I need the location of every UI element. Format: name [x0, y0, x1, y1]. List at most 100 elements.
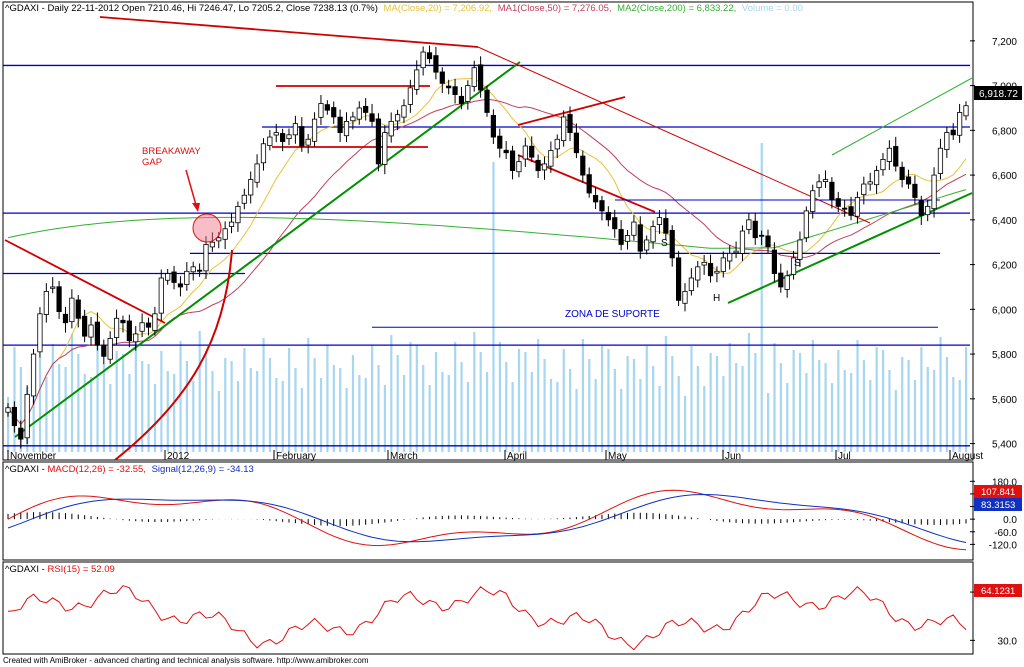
- x-axis-label: May: [608, 451, 627, 462]
- volume-bar: [747, 333, 751, 452]
- candle: [196, 263, 203, 277]
- candle: [267, 129, 273, 151]
- volume-bar: [913, 380, 917, 452]
- candle: [133, 326, 139, 351]
- candle-body: [950, 129, 956, 136]
- candle: [656, 209, 663, 234]
- volume-bar: [709, 353, 712, 452]
- candle: [82, 309, 88, 343]
- head-label: H: [713, 293, 720, 304]
- volume-bar: [818, 360, 821, 452]
- candle: [854, 191, 861, 224]
- candle-body: [631, 221, 637, 236]
- candle-body: [529, 145, 535, 158]
- candle: [394, 109, 401, 131]
- volume-bar: [626, 356, 629, 452]
- x-axis-label: March: [390, 451, 418, 462]
- candle-body: [280, 133, 286, 142]
- volume-bar: [7, 397, 10, 452]
- candle-body: [873, 170, 880, 186]
- candle: [420, 46, 426, 76]
- downtrend-line: [4, 239, 166, 324]
- candle: [778, 263, 784, 293]
- candle-body: [120, 319, 126, 324]
- y-tick-label: 6,400: [992, 216, 1017, 227]
- candle: [784, 270, 790, 298]
- volume-bar: [332, 365, 335, 452]
- candle: [867, 172, 873, 191]
- candle-body: [484, 89, 490, 113]
- volume-bar: [639, 379, 642, 452]
- volume-bar: [786, 383, 789, 452]
- y-tick-label: 5,800: [992, 350, 1017, 361]
- candle-body: [254, 163, 260, 183]
- candle: [618, 220, 624, 251]
- candle-body: [126, 320, 132, 342]
- volume-bar: [179, 341, 182, 452]
- candle-body: [963, 105, 969, 117]
- macd-panel[interactable]: [2, 461, 974, 561]
- volume-bar: [837, 350, 840, 452]
- volume-bar: [19, 367, 22, 452]
- candle-body: [624, 235, 631, 242]
- price-header: ^GDAXI - Daily 22-11-2012 Open 7210.46, …: [5, 3, 803, 14]
- volume-bar: [211, 371, 214, 452]
- candle-body: [209, 241, 215, 248]
- support-zone-label: ZONA DE SUPORTE: [565, 309, 660, 320]
- candle-body: [669, 229, 675, 259]
- candle-body: [82, 315, 88, 337]
- candle-body: [893, 146, 899, 167]
- candle-body: [62, 313, 69, 324]
- candle-body: [69, 297, 75, 323]
- candle: [848, 196, 854, 221]
- volume-bar: [58, 364, 61, 452]
- volume-bar: [447, 375, 450, 452]
- candle: [216, 231, 222, 249]
- volume-bar: [473, 332, 476, 452]
- candle: [957, 103, 963, 143]
- candle: [331, 101, 337, 124]
- gap-arc: [114, 249, 233, 461]
- candle-body: [94, 321, 101, 346]
- volume-bar: [109, 384, 112, 452]
- volume-bar: [594, 379, 597, 452]
- candle-body: [369, 113, 375, 122]
- volume-bar: [569, 369, 572, 452]
- candle-body: [899, 166, 905, 180]
- volume-bar: [198, 331, 201, 452]
- volume-bar: [945, 357, 949, 452]
- candle: [490, 109, 496, 144]
- volume-bar: [281, 381, 284, 452]
- volume-bar: [121, 354, 125, 452]
- candle: [241, 188, 247, 210]
- volume-bar: [505, 362, 508, 452]
- candle: [101, 339, 107, 365]
- y-tick-label: 6,600: [992, 171, 1017, 182]
- volume-bar: [926, 367, 929, 452]
- candle: [299, 117, 305, 152]
- candle-body: [548, 150, 554, 167]
- candle-body: [382, 132, 388, 165]
- candle-body: [522, 145, 528, 160]
- volume-bar: [824, 363, 827, 452]
- candle: [842, 199, 848, 217]
- candle-body: [695, 266, 701, 281]
- candle-body: [343, 120, 350, 137]
- candle: [561, 110, 567, 147]
- candle-body: [184, 270, 190, 285]
- candle-body: [937, 147, 944, 174]
- rsi-panel[interactable]: [2, 561, 974, 655]
- candle: [471, 60, 477, 92]
- candle-body: [573, 132, 580, 154]
- volume-bar: [958, 380, 961, 452]
- top-resistance-line: [99, 16, 479, 48]
- volume-bar: [83, 374, 86, 452]
- candle-body: [656, 217, 663, 225]
- candle-body: [465, 85, 471, 102]
- volume-bar: [741, 366, 744, 452]
- candle: [733, 241, 739, 259]
- volume-bar: [901, 357, 904, 452]
- volume-bar: [460, 362, 463, 452]
- volume-bar: [402, 375, 406, 452]
- volume-bar: [409, 342, 412, 452]
